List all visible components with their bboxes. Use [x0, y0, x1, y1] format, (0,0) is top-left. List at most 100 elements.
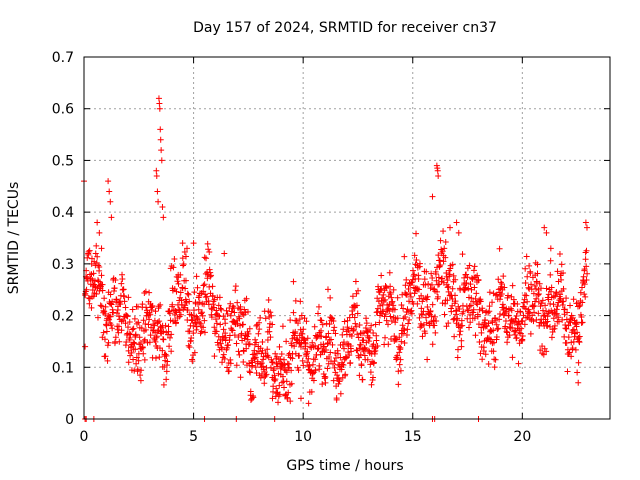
data-point	[503, 328, 510, 335]
data-point	[357, 341, 364, 348]
data-point	[580, 273, 587, 280]
data-point	[281, 361, 288, 368]
data-point	[107, 291, 114, 298]
data-point	[449, 295, 456, 302]
data-point	[547, 271, 554, 278]
data-point	[496, 316, 503, 323]
data-point	[445, 288, 452, 295]
data-point	[100, 329, 107, 336]
data-point	[107, 313, 114, 320]
data-point	[227, 312, 234, 319]
data-point	[446, 271, 453, 278]
data-point	[423, 296, 430, 303]
data-point	[175, 280, 182, 287]
data-point	[333, 396, 340, 403]
data-point	[362, 346, 369, 353]
data-point	[188, 334, 195, 341]
data-point	[356, 372, 363, 379]
data-point	[441, 245, 448, 252]
data-point	[237, 374, 244, 381]
data-point	[298, 312, 305, 319]
data-point	[383, 317, 390, 324]
data-point	[454, 354, 461, 361]
data-point	[464, 315, 471, 322]
data-point	[420, 295, 427, 302]
data-point	[569, 327, 576, 334]
data-point	[535, 298, 542, 305]
data-point	[396, 349, 403, 356]
data-point	[543, 285, 550, 292]
data-point	[565, 334, 572, 341]
data-point	[473, 290, 480, 297]
data-point	[544, 318, 551, 325]
data-point	[444, 277, 451, 284]
data-point	[303, 318, 310, 325]
data-point	[337, 390, 344, 397]
data-point	[96, 229, 103, 236]
data-point	[290, 278, 297, 285]
data-point	[342, 371, 349, 378]
data-point	[209, 283, 216, 290]
data-point	[417, 324, 424, 331]
data-point	[236, 315, 243, 322]
data-point	[569, 345, 576, 352]
data-point	[294, 337, 301, 344]
data-point	[157, 301, 164, 308]
data-point	[213, 328, 220, 335]
data-point	[94, 277, 101, 284]
y-tick-label: 0.7	[52, 50, 74, 66]
data-point	[502, 323, 509, 330]
data-point	[521, 292, 528, 299]
data-point	[265, 297, 272, 304]
data-point	[130, 339, 137, 346]
data-point	[295, 367, 302, 374]
data-point	[565, 322, 572, 329]
data-point	[171, 255, 178, 262]
data-point	[376, 319, 383, 326]
data-point	[104, 357, 111, 364]
data-point	[270, 383, 277, 390]
data-point	[225, 342, 232, 349]
data-point	[263, 371, 270, 378]
data-point	[221, 250, 228, 257]
data-point	[268, 358, 275, 365]
data-point	[550, 293, 557, 300]
data-point	[405, 309, 412, 316]
data-point	[533, 295, 540, 302]
data-point	[443, 323, 450, 330]
data-point	[319, 321, 326, 328]
data-point	[326, 353, 333, 360]
data-point	[519, 336, 526, 343]
data-point	[538, 285, 545, 292]
data-point	[94, 253, 101, 260]
data-point	[181, 248, 188, 255]
data-point	[506, 332, 513, 339]
data-point	[428, 281, 435, 288]
data-point	[251, 355, 258, 362]
data-point	[260, 363, 267, 370]
data-point	[350, 326, 357, 333]
data-point	[444, 297, 451, 304]
axis-ticks: 0 0.1 0.2 0.3 0.4 0.5 0.6 0.7 0 5 10 15 20	[52, 50, 610, 445]
data-point	[390, 286, 397, 293]
data-point	[283, 369, 290, 376]
data-point	[194, 284, 201, 291]
data-point	[296, 352, 303, 359]
data-point	[401, 327, 408, 334]
data-point	[149, 303, 156, 310]
data-point	[388, 317, 395, 324]
data-point	[542, 302, 549, 309]
data-point	[347, 359, 354, 366]
data-point	[253, 322, 260, 329]
data-point	[390, 302, 397, 309]
data-point	[402, 291, 409, 298]
data-point	[184, 316, 191, 323]
data-point	[182, 253, 189, 260]
data-point	[190, 240, 197, 247]
data-point	[490, 327, 497, 334]
data-point	[374, 342, 381, 349]
data-point	[107, 198, 114, 205]
data-point	[428, 313, 435, 320]
data-point	[220, 313, 227, 320]
data-point	[319, 381, 326, 388]
